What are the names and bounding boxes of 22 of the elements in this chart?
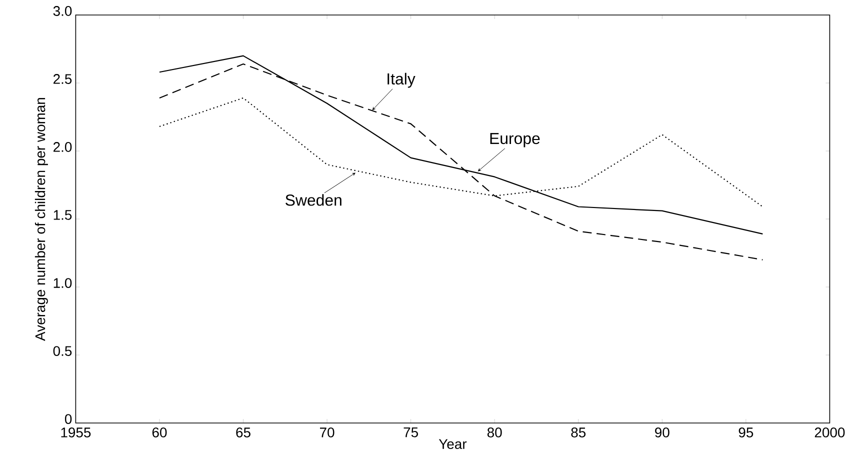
x-tick-label: 90 (655, 428, 670, 438)
y-tick-label: 3.0 (53, 6, 72, 16)
annotation: Sweden (286, 194, 342, 206)
y-tick-label: 0.5 (53, 346, 72, 356)
y-tick-label: 0 (64, 414, 72, 424)
x-tick-label: 65 (236, 428, 250, 438)
y-axis-title: Average number of children per woman (34, 98, 48, 341)
x-tick-label: 1955 (61, 428, 91, 438)
x-tick-label: 75 (404, 428, 418, 438)
x-axis-title: Year (438, 439, 467, 449)
x-tick-label: 70 (320, 428, 334, 438)
annotation: Italy (388, 72, 416, 88)
x-tick-label: 80 (487, 428, 502, 438)
y-tick-label: 1.0 (54, 278, 72, 288)
x-tick-label: 2000 (814, 428, 845, 438)
annotation: Europe (490, 132, 540, 148)
y-tick-label: 2.5 (53, 74, 72, 84)
y-tick-label: 2.0 (53, 142, 72, 152)
x-tick-label: 60 (152, 428, 167, 438)
x-tick-label: 95 (738, 428, 754, 438)
y-tick-label: 1.5 (54, 210, 72, 220)
x-tick-label: 85 (571, 428, 586, 438)
